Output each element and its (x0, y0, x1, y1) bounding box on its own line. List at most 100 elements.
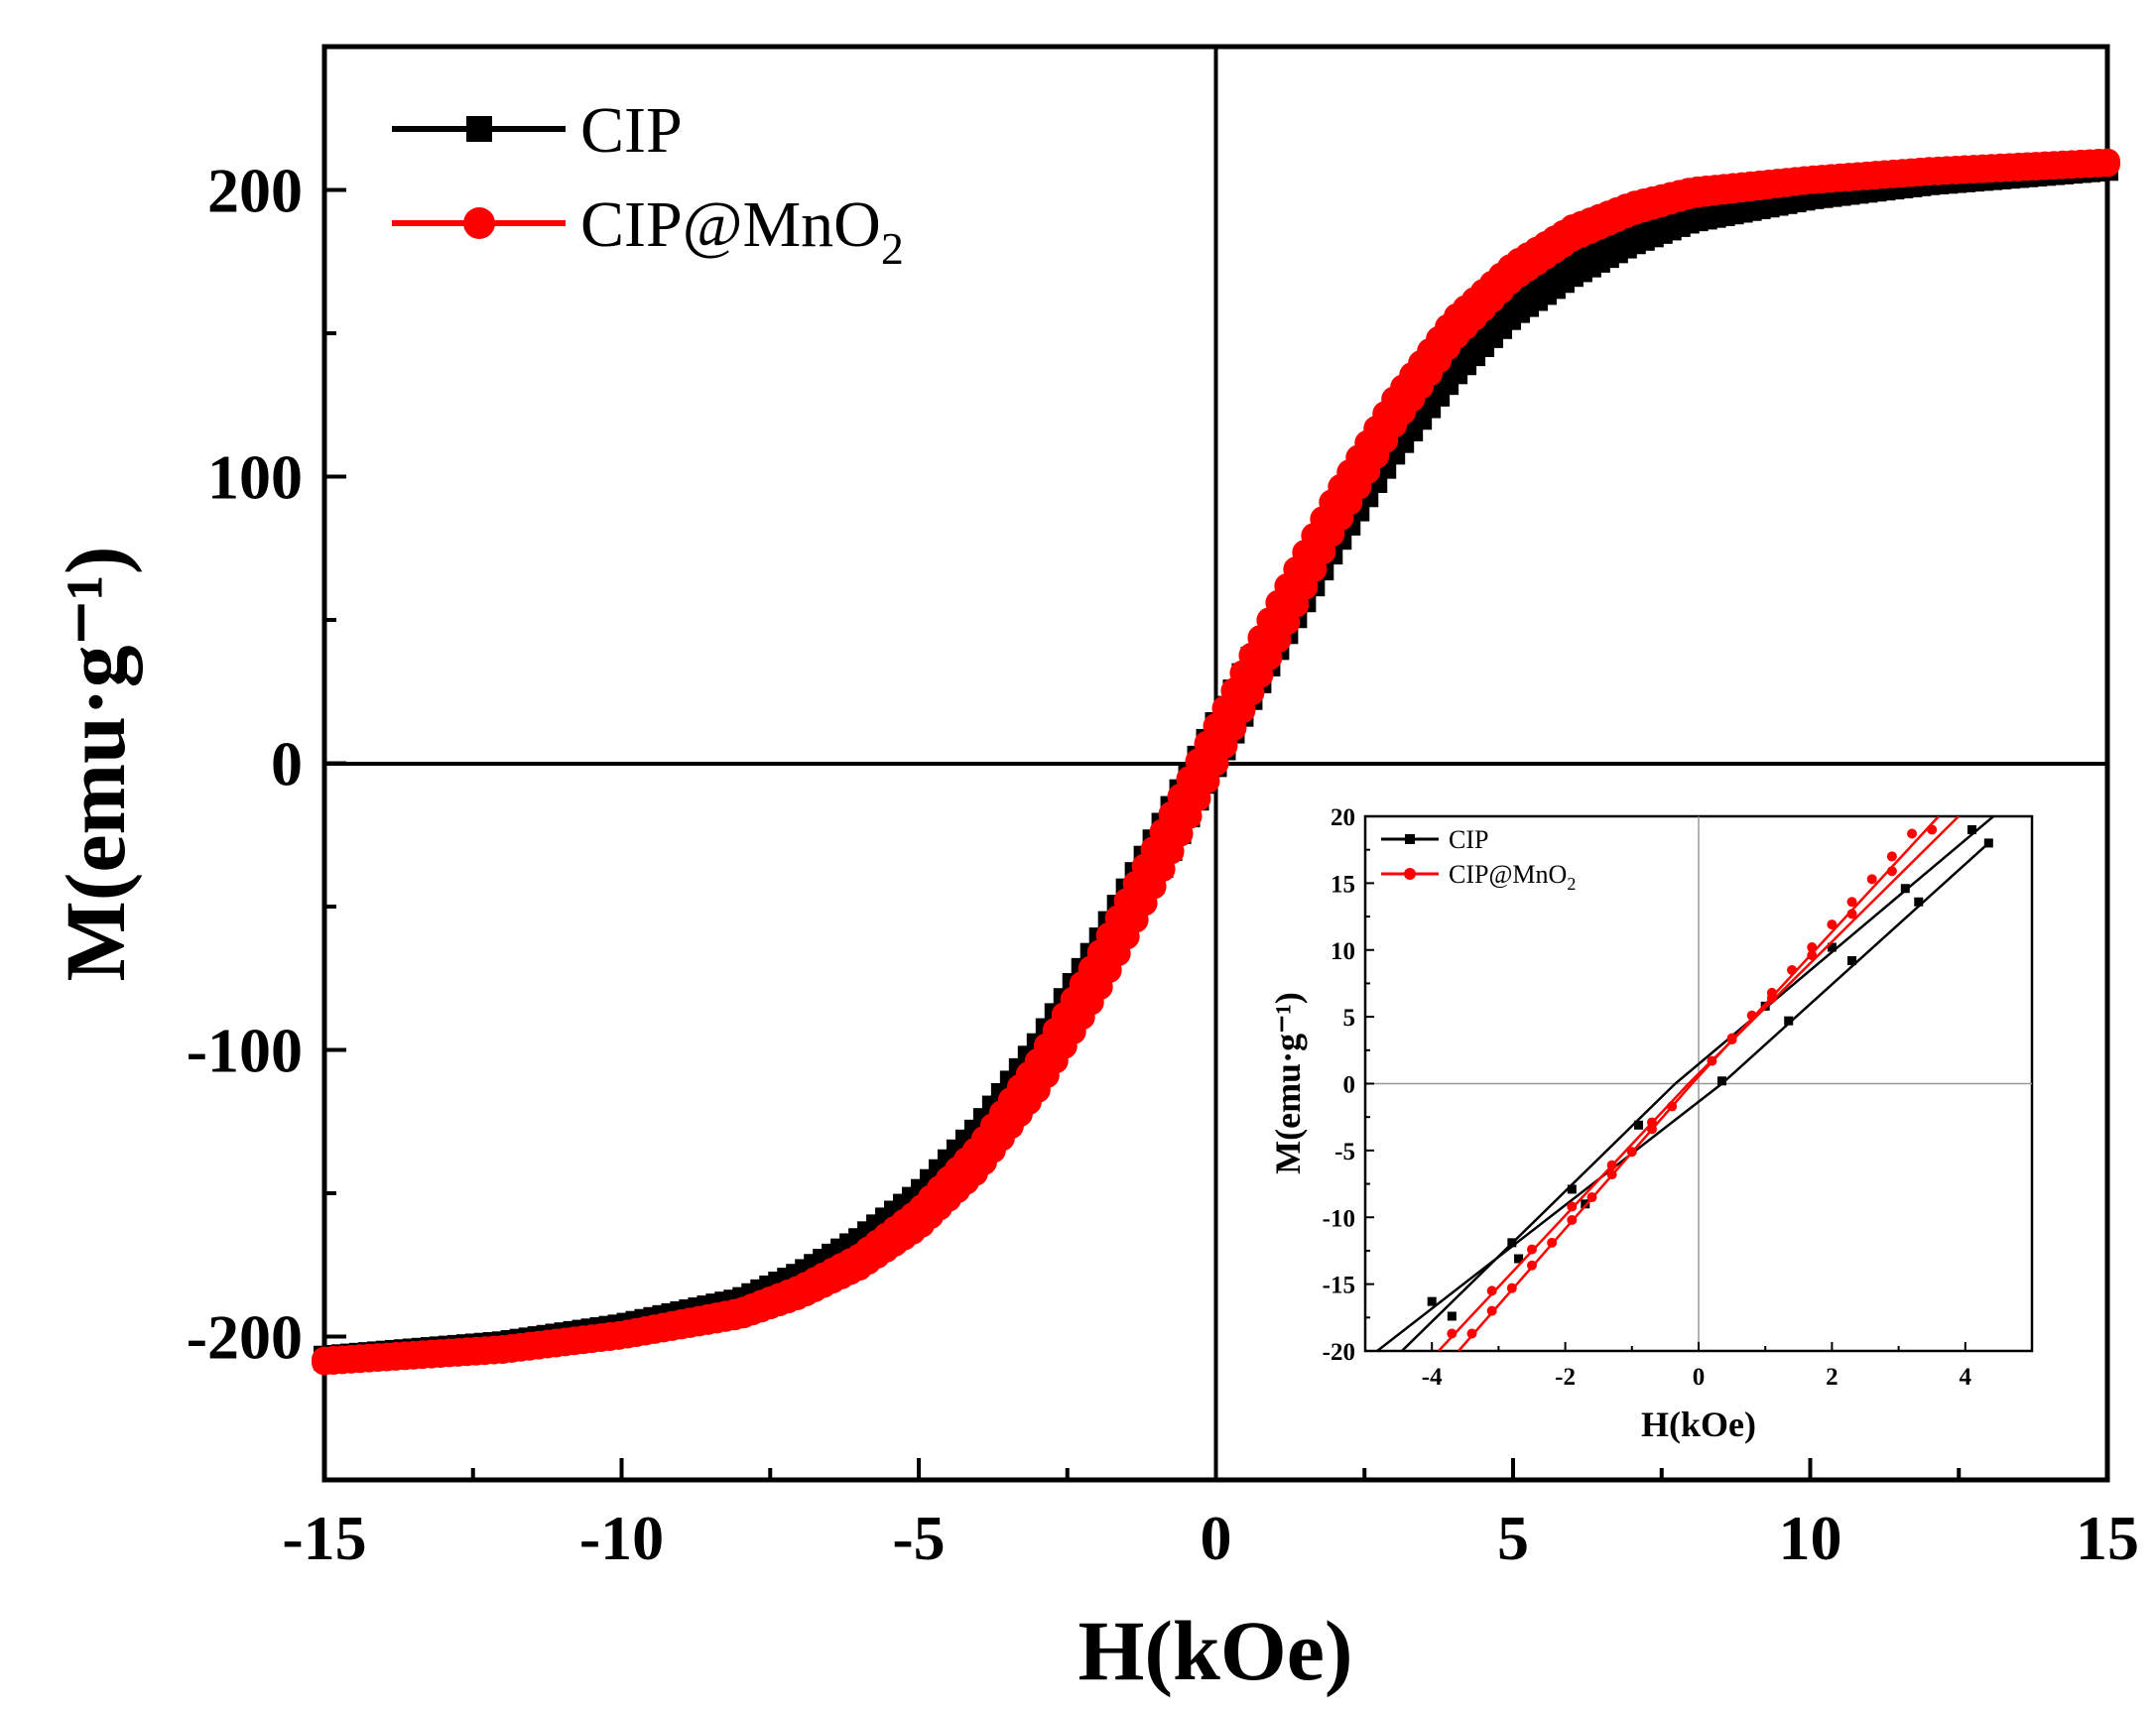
inset-data-point (1707, 1055, 1717, 1066)
inset-x-tick-label: 2 (1826, 1364, 1839, 1391)
inset-line-descending (1438, 816, 1960, 1351)
inset-y-tick-label: 10 (1331, 938, 1355, 965)
x-tick-label: -10 (579, 1503, 664, 1573)
data-point (312, 1346, 337, 1373)
inset-data-point (1527, 1260, 1537, 1271)
inset-data-point (1586, 1192, 1597, 1203)
inset-data-point (1846, 897, 1857, 908)
inset-data-point (1746, 1010, 1757, 1021)
inset-data-point (1983, 838, 1993, 848)
inset-data-point (1784, 1016, 1794, 1026)
y-tick-label: -100 (187, 1016, 303, 1086)
inset-data-point (1807, 942, 1818, 953)
inset-data-point (1807, 950, 1818, 961)
inset-data-point (1717, 1076, 1727, 1086)
inset-data-point (1567, 1214, 1578, 1225)
inset-data-point (1514, 1254, 1524, 1264)
x-tick-label: 10 (1779, 1503, 1842, 1573)
inset-data-point (1907, 828, 1918, 839)
inset-data-point (1506, 1283, 1517, 1293)
inset-data-point (1486, 1305, 1497, 1316)
x-tick-label: 15 (2076, 1503, 2139, 1573)
inset-data-point (1447, 1328, 1458, 1339)
inset-data-point (1766, 993, 1777, 1004)
inset-y-tick-label: 15 (1331, 871, 1355, 898)
inset-y-tick-label: 0 (1343, 1072, 1356, 1099)
inset-legend-cipmno2-marker (1404, 868, 1416, 880)
inset-data-point (1827, 919, 1838, 930)
inset-series (1376, 816, 1996, 1351)
inset-y-tick-label: 5 (1343, 1005, 1356, 1032)
inset-line-ascending (1458, 816, 1940, 1351)
inset-data-point (1634, 1120, 1644, 1130)
inset-data-point (1626, 1147, 1637, 1158)
legend-cip-marker (466, 116, 492, 142)
inset-data-point (1466, 1328, 1477, 1339)
inset-data-point (1567, 1201, 1578, 1212)
inset-data-point (1646, 1117, 1657, 1128)
inset-data-point (1927, 824, 1938, 835)
inset-data-point (1447, 1311, 1457, 1321)
legend-cipmno2-marker (463, 207, 495, 239)
inset-legend-cip-label: CIP (1449, 825, 1488, 854)
inset-x-tick-label: 4 (1960, 1364, 1972, 1391)
inset-legend: CIP CIP@MnO2 (1381, 825, 1576, 894)
inset-data-point (1827, 942, 1837, 952)
inset-x-axis-title: H(kOe) (1641, 1405, 1756, 1444)
x-tick-label: -5 (892, 1503, 945, 1573)
y-tick-label: -200 (187, 1302, 303, 1373)
inset-data-point (1507, 1238, 1517, 1248)
inset-data-point (1846, 909, 1857, 919)
inset-data-point (1427, 1296, 1437, 1306)
inset-y-tick-label: -10 (1323, 1205, 1355, 1232)
legend-cip-label: CIP (580, 94, 683, 167)
inset-legend-cip-marker (1405, 834, 1415, 844)
y-tick-label: 200 (207, 156, 303, 226)
inset-data-point (1547, 1237, 1558, 1248)
inset-x-tick-label: -4 (1422, 1364, 1443, 1391)
inset-x-tick-label: 0 (1693, 1364, 1706, 1391)
inset-data-point (1726, 1035, 1737, 1045)
inset-x-tick-label: -2 (1555, 1364, 1576, 1391)
main-x-axis-title: H(kOe) (1078, 1603, 1352, 1698)
inset-data-point (1967, 824, 1977, 834)
inset-data-point (1667, 1101, 1678, 1112)
inset-data-point (1567, 1184, 1577, 1194)
inset-y-tick-label: 20 (1331, 804, 1355, 831)
inset-data-point (1900, 884, 1910, 894)
inset-data-point (1527, 1244, 1537, 1255)
inset-data-point (1886, 851, 1897, 862)
x-tick-label: 0 (1201, 1503, 1232, 1573)
inset-data-point (1886, 866, 1897, 877)
main-y-axis-title: M(emu·g⁻¹) (48, 547, 143, 982)
inset-y-tick-label: -20 (1323, 1339, 1355, 1366)
inset-data-point (1606, 1160, 1617, 1170)
inset-data-point (1486, 1285, 1497, 1296)
inset-legend-cipmno2-label: CIP@MnO2 (1449, 860, 1576, 894)
inset-y-tick-label: -5 (1334, 1139, 1355, 1165)
series-cip-mno2 (312, 148, 2120, 1376)
main-legend: CIP CIP@MnO2 (392, 94, 904, 274)
inset-data-point (1914, 897, 1924, 907)
inset-data-point (1866, 874, 1877, 885)
y-tick-label: 100 (207, 442, 303, 513)
main-ticks (322, 45, 2109, 1482)
inset-data-point (1581, 1199, 1590, 1209)
x-tick-label: 5 (1497, 1503, 1529, 1573)
inset-data-point (1606, 1169, 1617, 1180)
main-series (312, 148, 2120, 1376)
inset-data-point (1787, 964, 1798, 975)
x-tick-label: -15 (282, 1503, 366, 1573)
inset-ticks (1364, 815, 2033, 1352)
inset-data-point (1847, 956, 1857, 966)
inset-y-axis-title: M(emu·g⁻¹) (1268, 992, 1308, 1174)
inset-series-cip (1376, 816, 1996, 1351)
legend-cipmno2-label: CIP@MnO2 (580, 188, 904, 274)
inset-series-cip-mno2 (1438, 816, 1960, 1351)
inset-y-tick-label: -15 (1323, 1273, 1355, 1299)
